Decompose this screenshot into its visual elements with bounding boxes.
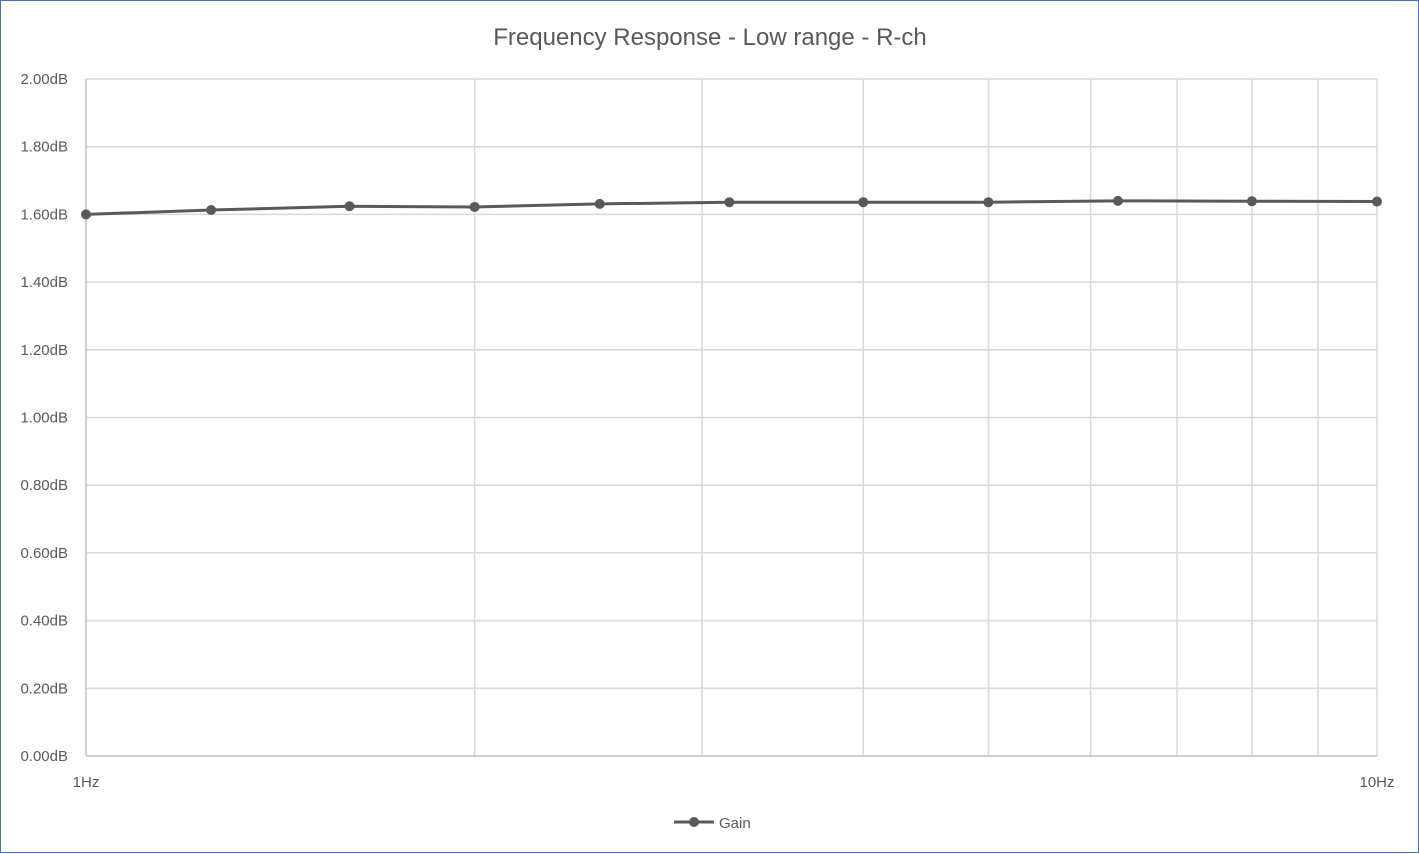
x-tick-label: 1Hz xyxy=(73,774,100,791)
axis-layer: 0.00dB 0.20dB 0.40dB 0.60dB 0.80dB 1.00dB 1.20… xyxy=(20,71,1394,791)
y-tick-label: 1.20dB xyxy=(20,342,68,359)
y-tick-label: 2.00dB xyxy=(20,71,68,88)
grid-layer xyxy=(86,78,1378,756)
y-tick-label: 0.20dB xyxy=(20,680,68,697)
data-point xyxy=(594,198,605,209)
data-point xyxy=(344,201,355,212)
data-point xyxy=(469,201,480,212)
y-tick-label: 0.80dB xyxy=(20,477,68,494)
y-tick-label: 0.60dB xyxy=(20,545,68,562)
series-layer xyxy=(81,195,1382,220)
x-tick-label: 10Hz xyxy=(1359,774,1394,791)
y-tick-label: 1.60dB xyxy=(20,206,68,223)
data-point xyxy=(1112,195,1123,206)
data-point xyxy=(81,209,91,220)
y-tick-label: 0.40dB xyxy=(20,613,68,630)
y-tick-label: 1.00dB xyxy=(20,410,68,427)
data-point xyxy=(1246,196,1257,207)
data-point xyxy=(724,197,735,208)
data-point xyxy=(206,204,217,215)
legend: Gain xyxy=(674,815,751,832)
y-tick-label: 1.80dB xyxy=(20,139,68,156)
y-tick-label: 0.00dB xyxy=(20,748,68,765)
legend-label-gain: Gain xyxy=(719,815,751,832)
y-tick-label: 1.40dB xyxy=(20,274,68,291)
data-point xyxy=(983,197,994,208)
chart-title: Frequency Response - Low range - R-ch xyxy=(493,24,927,51)
data-point xyxy=(1372,196,1382,207)
legend-dot-marker xyxy=(689,817,699,827)
data-point xyxy=(858,197,869,208)
